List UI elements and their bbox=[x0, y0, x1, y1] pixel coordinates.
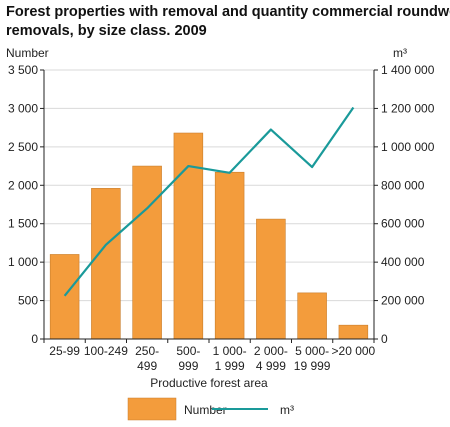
right-tick-label: 400 000 bbox=[381, 255, 425, 269]
x-tick-label: 500- bbox=[176, 344, 200, 358]
x-tick-label: 2 000- bbox=[254, 344, 288, 358]
left-tick-label: 1 000 bbox=[8, 255, 38, 269]
x-tick-label: 25-99 bbox=[49, 344, 80, 358]
x-tick-label: 1 000- bbox=[213, 344, 247, 358]
bar-series bbox=[49, 132, 369, 340]
x-tick-label: 999 bbox=[178, 359, 198, 373]
left-tick-label: 2 500 bbox=[8, 140, 38, 154]
left-tick-label: 3 000 bbox=[8, 101, 38, 115]
right-tick-label: 1 000 000 bbox=[381, 140, 435, 154]
bar-7 bbox=[338, 324, 369, 340]
bar-5 bbox=[256, 218, 286, 340]
left-axis-title: Number bbox=[6, 46, 49, 60]
x-tick-label: 100-249 bbox=[84, 344, 128, 358]
x-tick-label: 499 bbox=[137, 359, 157, 373]
left-tick-label: 2 000 bbox=[8, 178, 38, 192]
chart-title-line-1: Forest properties with removal and quant… bbox=[6, 4, 450, 20]
legend: Number m³ bbox=[127, 397, 294, 421]
left-axis-ticks: 0 500 1 000 1 500 2 000 2 500 3 000 3 500 bbox=[8, 63, 44, 346]
x-axis-title: Productive forest area bbox=[150, 376, 268, 390]
bar-6 bbox=[297, 292, 327, 340]
x-tick-label: >20 000 bbox=[332, 344, 376, 358]
legend-label-number: Number bbox=[184, 403, 227, 417]
right-tick-label: 600 000 bbox=[381, 217, 425, 231]
x-tick-label: 250- bbox=[135, 344, 159, 358]
x-tick-label: 1 999 bbox=[215, 359, 245, 373]
bar-1 bbox=[91, 188, 121, 340]
right-tick-label: 1 400 000 bbox=[381, 63, 435, 77]
legend-swatch-number bbox=[127, 397, 177, 421]
left-tick-label: 0 bbox=[31, 332, 38, 346]
left-tick-label: 1 500 bbox=[8, 217, 38, 231]
right-axis-title: m³ bbox=[393, 46, 407, 60]
right-tick-label: 0 bbox=[381, 332, 388, 346]
bar-2 bbox=[132, 165, 162, 340]
bar-4 bbox=[214, 171, 245, 340]
chart-title-line-2: removals, by size class. 2009 bbox=[6, 23, 207, 39]
series-line-m3 bbox=[63, 106, 355, 297]
right-tick-label: 200 000 bbox=[381, 294, 425, 308]
x-tick-label: 4 999 bbox=[256, 359, 286, 373]
x-tick-label: 5 000- bbox=[295, 344, 329, 358]
right-tick-label: 800 000 bbox=[381, 178, 425, 192]
bar-0 bbox=[49, 254, 80, 340]
bar-3 bbox=[173, 132, 204, 340]
right-axis-ticks: 0 200 000 400 000 600 000 800 000 1 000 000 1 … bbox=[374, 63, 435, 346]
legend-label-m3: m³ bbox=[280, 403, 294, 417]
line-series bbox=[63, 106, 355, 297]
left-tick-label: 500 bbox=[18, 294, 38, 308]
x-axis-ticks: 25-99 100-249 250-499 500-999 1 000-1 999 2 0… bbox=[43, 339, 376, 373]
x-tick-label: 19 999 bbox=[294, 359, 331, 373]
left-tick-label: 3 500 bbox=[8, 63, 38, 77]
right-tick-label: 1 200 000 bbox=[381, 101, 435, 115]
